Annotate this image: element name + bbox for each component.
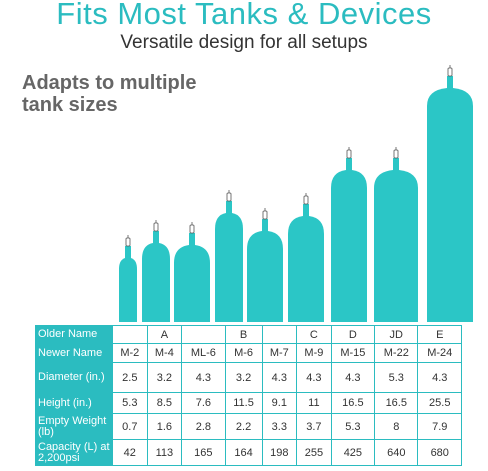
table-cell: 5.3 [112,392,148,414]
tank-shape [346,149,352,159]
table-cell: 3.3 [261,413,298,440]
tank-shape [447,76,453,89]
table-cell: M-7 [261,343,298,363]
table-cell: 4.3 [417,362,462,393]
table-cell: 1.6 [146,413,183,440]
table-cell: M-9 [296,343,332,363]
row-label: Diameter (in.) [35,362,113,393]
tank-shape [125,237,131,247]
table-cell: M-22 [374,343,419,363]
table-cell: 8.5 [146,392,183,414]
callout: Adapts to multiple tank sizes [22,72,197,116]
tank-shape [189,233,195,246]
subtitle: Versatile design for all setups [120,32,368,53]
table-cell: 16.5 [330,392,376,414]
table-cell: 7.9 [417,413,462,440]
tank-shape [346,158,352,171]
table-cell: 25.5 [417,392,462,414]
table-cell: 3.2 [146,362,183,393]
table-cell: 4.3 [296,362,332,393]
table-cell: 11.5 [224,392,263,414]
tank-shape [288,216,324,322]
tank-table: Older Name A B C D JD E Newer Name M-2 M-4 ML-6 M-6… [35,325,462,466]
table-cell [112,325,148,344]
tank-shape [393,158,399,171]
tank-illustration [119,65,473,322]
tank-shape [142,243,170,322]
table-cell: 16.5 [374,392,419,414]
table-cell: M-2 [112,343,148,363]
table-row: Newer Name M-2 M-4 ML-6 M-6 M-7 M-9 M-15 M-22 M-2… [35,343,462,363]
row-label: Newer Name [35,343,113,363]
tank-shape [303,195,309,205]
table-cell: C [296,325,332,344]
table-cell: 3.7 [296,413,332,440]
table-cell: 425 [330,439,376,466]
table-cell: 4.3 [261,362,298,393]
table-cell: 255 [296,439,332,466]
table-cell [181,325,226,344]
table-cell: D [330,325,376,344]
table-cell: M-6 [224,343,263,363]
table-row: Diameter (in.) 2.5 3.2 4.3 3.2 4.3 4.3 4.3 5.3 4.… [35,362,462,393]
row-label: Empty Weight (lb) [35,413,113,440]
table-row: Empty Weight (lb) 0.7 1.6 2.8 2.2 3.3 3.7 5.3 8 7… [35,413,462,440]
table-cell: 198 [261,439,298,466]
table-cell: 680 [417,439,462,466]
table-cell: 164 [224,439,263,466]
tank-shape [331,170,367,322]
tank-shape [303,204,309,217]
table-cell: M-15 [330,343,376,363]
table-cell: 165 [181,439,226,466]
table-cell: 4.3 [181,362,226,393]
tank-shape [153,231,159,244]
tank-shape [125,246,131,259]
table-row: Older Name A B C D JD E [35,325,462,344]
row-label: Capacity (L) at 2,200psi [35,439,113,466]
tank-shape [226,192,232,202]
tank-shape [262,210,268,220]
tank-shape [174,245,210,322]
table-cell: 2.5 [112,362,148,393]
table-row: Height (in.) 5.3 8.5 7.6 11.5 9.1 11 16.5 16.5 25… [35,392,462,414]
table-cell: 4.3 [330,362,376,393]
title: Fits Most Tanks & Devices [56,0,432,31]
tank-shape [374,170,418,322]
table-cell: 5.3 [374,362,419,393]
table-cell: 5.3 [330,413,376,440]
table-cell: 2.2 [224,413,263,440]
table-cell: 2.8 [181,413,226,440]
table-cell: ML-6 [181,343,226,363]
tank-shape [247,231,283,322]
table-cell: B [224,325,263,344]
tank-shape [393,149,399,159]
table-cell: 9.1 [261,392,298,414]
tank-shape [427,88,473,322]
table-cell: 11 [296,392,332,414]
table-cell: M-24 [417,343,462,363]
tank-shape [153,222,159,232]
tank-shape [226,201,232,214]
row-label: Height (in.) [35,392,113,414]
table-cell: 640 [374,439,419,466]
table-cell: 3.2 [224,362,263,393]
tank-shape [262,219,268,232]
table-cell: E [417,325,462,344]
table-cell: 113 [146,439,183,466]
tank-shape [215,213,243,322]
row-label: Older Name [35,325,113,344]
table-cell: 8 [374,413,419,440]
table-cell: 42 [112,439,148,466]
table-cell: A [146,325,183,344]
table-row: Capacity (L) at 2,200psi 42 113 165 164 198 25… [35,439,462,466]
tank-shape [447,67,453,77]
table-cell [261,325,298,344]
table-cell: JD [374,325,419,344]
tank-shape [189,224,195,234]
tank-shape [119,258,137,322]
table-cell: M-4 [146,343,183,363]
table-cell: 0.7 [112,413,148,440]
table-cell: 7.6 [181,392,226,414]
